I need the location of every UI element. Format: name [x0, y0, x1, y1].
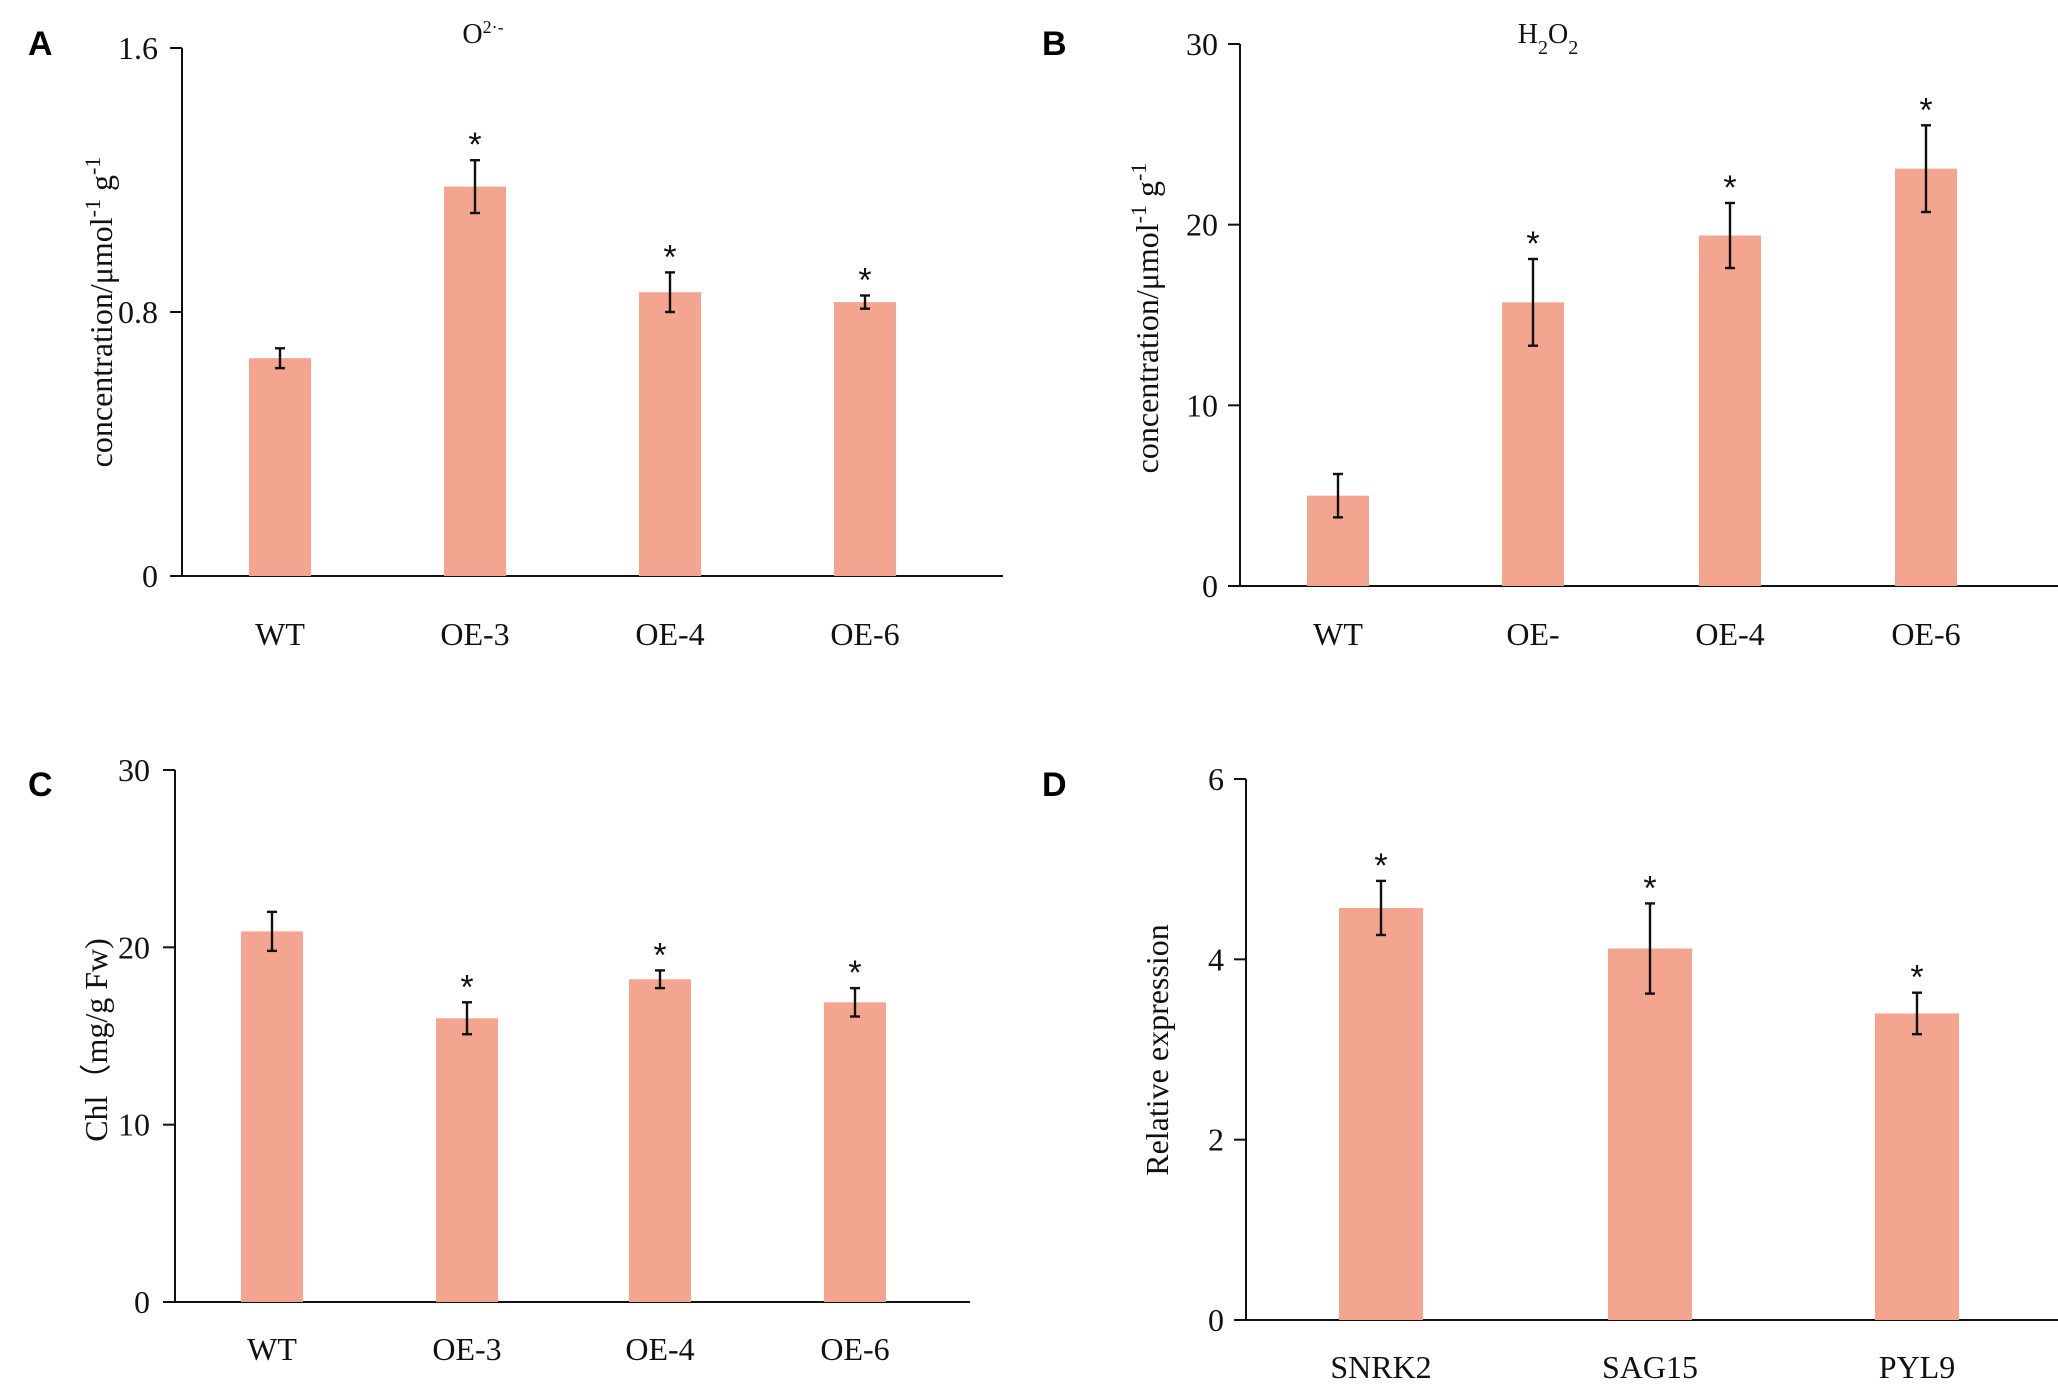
- panel-title: O2·-: [462, 17, 503, 50]
- panel-letter: C: [28, 766, 53, 804]
- y-tick-label: 0: [1202, 568, 1218, 604]
- panel-title-subscript: 2: [1568, 37, 1578, 59]
- category-label: OE-6: [830, 616, 899, 652]
- y-tick-label: 0.8: [118, 294, 158, 330]
- panel-title: H2O2: [1518, 19, 1578, 59]
- category-label: OE-6: [820, 1331, 889, 1367]
- panel-a: A 0 0.8 1.6 WT * OE-3 * OE-4 * OE-6 concentration/μ…: [28, 17, 1003, 652]
- significance-star: *: [1643, 869, 1656, 907]
- panel-title-part: O: [1548, 19, 1568, 50]
- panel-title-superscript: 2·-: [483, 17, 504, 37]
- y-axis-label-superscript: -1: [1126, 205, 1151, 223]
- y-tick-label: 2: [1208, 1122, 1224, 1158]
- y-tick-label: 4: [1208, 941, 1224, 977]
- bar-snrk2: [1339, 907, 1423, 1320]
- panel-title-main: O: [462, 19, 482, 50]
- category-label: OE-3: [440, 616, 509, 652]
- category-label: SNRK2: [1330, 1349, 1431, 1385]
- y-tick-label: 30: [118, 752, 150, 788]
- y-tick-label: 6: [1208, 761, 1224, 797]
- bar-wt: [249, 358, 311, 576]
- category-label: WT: [255, 616, 305, 652]
- bar-pyl9: [1875, 1013, 1959, 1320]
- panel-b: B 0 10 20 30 WT * OE- * OE-4 * OE-6 concentration/μm…: [1042, 19, 2058, 652]
- y-tick-label: 20: [118, 929, 150, 965]
- y-tick-label: 1.6: [118, 30, 158, 66]
- y-tick-label: 20: [1186, 207, 1218, 243]
- y-tick-label: 0: [142, 558, 158, 594]
- y-tick-label: 30: [1186, 26, 1218, 62]
- y-tick-label: 10: [1186, 387, 1218, 423]
- y-tick-label: 0: [1208, 1302, 1224, 1338]
- category-label: OE-6: [1891, 616, 1960, 652]
- bar-oe-6: [834, 302, 896, 576]
- significance-star: *: [460, 968, 473, 1006]
- category-label: WT: [1313, 616, 1363, 652]
- panel-title-subscript: 2: [1538, 37, 1548, 59]
- panel-letter: B: [1042, 25, 1067, 63]
- bar-wt: [241, 931, 303, 1302]
- y-tick-label: 10: [118, 1107, 150, 1143]
- significance-star: *: [1919, 91, 1932, 129]
- bar-oe-4: [639, 292, 701, 576]
- significance-star: *: [858, 262, 871, 300]
- y-axis-label-part: concentration/μmol: [1129, 223, 1165, 473]
- y-axis-label-part: g: [83, 175, 119, 199]
- significance-star: *: [1910, 959, 1923, 997]
- bar-sag15: [1608, 948, 1692, 1320]
- bar-oe-4: [629, 979, 691, 1302]
- category-label: OE-: [1506, 616, 1559, 652]
- category-label: OE-4: [625, 1331, 694, 1367]
- bar-oe-6: [824, 1002, 886, 1302]
- y-axis-label: concentration/μmol-1 g-1: [80, 157, 120, 468]
- significance-star: *: [1526, 225, 1539, 263]
- bar-oe-3: [436, 1018, 498, 1302]
- panel-d: D 0 2 4 6 * SNRK2 * SAG15 * PYL9 Relative expressio…: [1042, 761, 2058, 1385]
- y-tick-label: 0: [134, 1284, 150, 1320]
- category-label: PYL9: [1879, 1349, 1955, 1385]
- panel-letter: D: [1042, 766, 1067, 804]
- category-label: OE-4: [1695, 616, 1764, 652]
- bar-oe-4: [1699, 235, 1761, 587]
- panel-letter: A: [28, 25, 53, 63]
- significance-star: *: [1723, 169, 1736, 207]
- bar-oe-6: [1895, 168, 1957, 586]
- significance-star: *: [663, 238, 676, 276]
- y-axis-label-part: g: [1129, 181, 1165, 205]
- category-label: SAG15: [1602, 1349, 1698, 1385]
- significance-star: *: [848, 954, 861, 992]
- y-axis-label: concentration/μmol-1 g-1: [1126, 163, 1166, 474]
- category-label: WT: [247, 1331, 297, 1367]
- y-axis-label-superscript: -1: [80, 199, 105, 217]
- category-label: OE-3: [432, 1331, 501, 1367]
- panel-title-part: H: [1518, 19, 1538, 50]
- bar-oe-3: [444, 186, 506, 576]
- y-axis-label-superscript: -1: [80, 157, 105, 175]
- y-axis-label: Chl（mg/g Fw): [78, 938, 114, 1142]
- significance-star: *: [1374, 847, 1387, 885]
- panel-c: C 0 10 20 30 WT * OE-3 * OE-4 * OE-6 Chl（mg/g Fw): [28, 752, 970, 1367]
- category-label: OE-4: [635, 616, 704, 652]
- significance-star: *: [653, 936, 666, 974]
- y-axis-label-superscript: -1: [1126, 163, 1151, 181]
- significance-star: *: [468, 126, 481, 164]
- y-axis-label: Relative expression: [1139, 924, 1175, 1175]
- y-axis-label-part: concentration/μmol: [83, 217, 119, 467]
- bar-oe-: [1502, 302, 1564, 586]
